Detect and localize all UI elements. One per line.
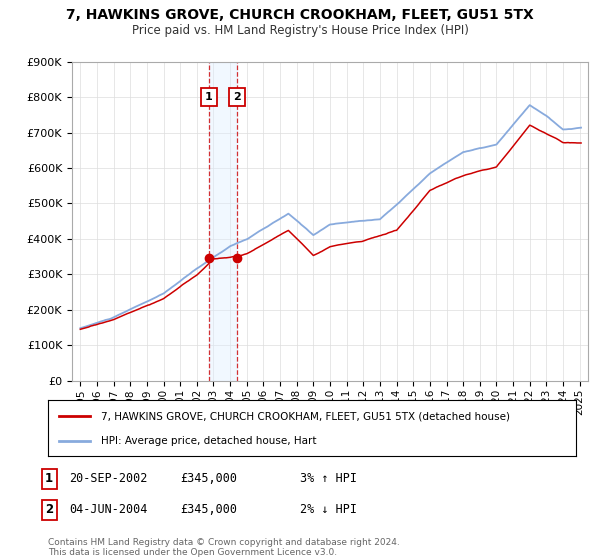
Text: Price paid vs. HM Land Registry's House Price Index (HPI): Price paid vs. HM Land Registry's House … [131, 24, 469, 36]
Text: HPI: Average price, detached house, Hart: HPI: Average price, detached house, Hart [101, 436, 316, 446]
Bar [209, 62, 237, 381]
Text: 1: 1 [205, 92, 212, 102]
Text: 2% ↓ HPI: 2% ↓ HPI [300, 503, 357, 516]
Text: 3% ↑ HPI: 3% ↑ HPI [300, 472, 357, 486]
Text: £345,000: £345,000 [180, 503, 237, 516]
Text: 2: 2 [45, 503, 53, 516]
Text: 1: 1 [45, 472, 53, 486]
Text: 20-SEP-2002: 20-SEP-2002 [69, 472, 148, 486]
Text: £345,000: £345,000 [180, 472, 237, 486]
Text: 7, HAWKINS GROVE, CHURCH CROOKHAM, FLEET, GU51 5TX (detached house): 7, HAWKINS GROVE, CHURCH CROOKHAM, FLEET… [101, 411, 510, 421]
Text: 7, HAWKINS GROVE, CHURCH CROOKHAM, FLEET, GU51 5TX: 7, HAWKINS GROVE, CHURCH CROOKHAM, FLEET… [66, 8, 534, 22]
Text: 04-JUN-2004: 04-JUN-2004 [69, 503, 148, 516]
Text: 2: 2 [233, 92, 241, 102]
Text: Contains HM Land Registry data © Crown copyright and database right 2024.
This d: Contains HM Land Registry data © Crown c… [48, 538, 400, 557]
